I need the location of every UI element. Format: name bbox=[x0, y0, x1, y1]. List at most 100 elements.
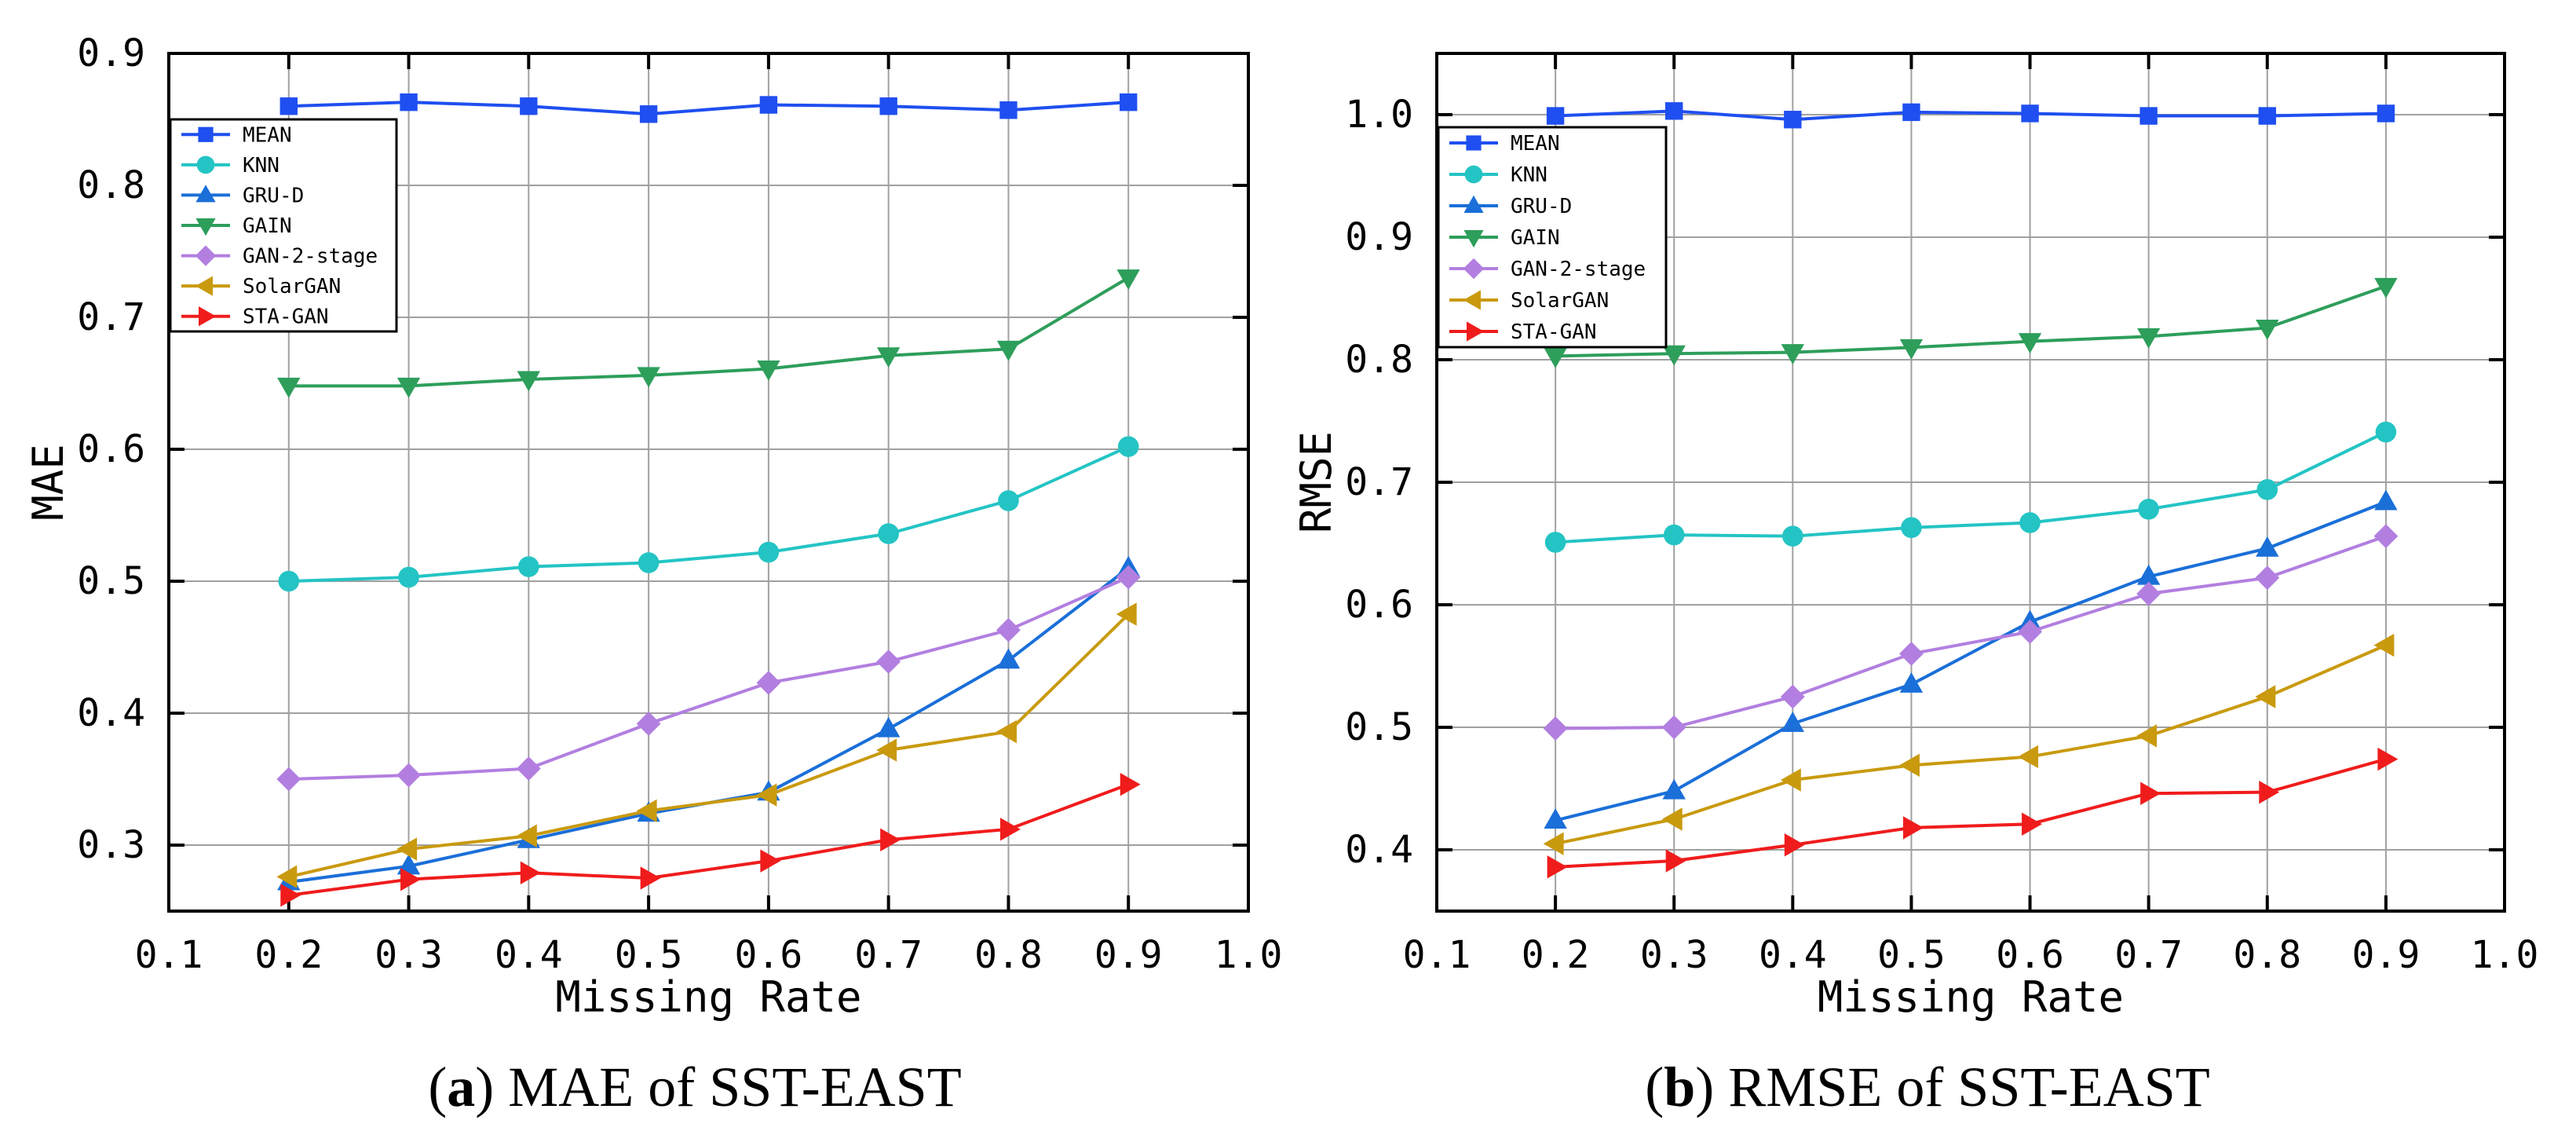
series-line bbox=[288, 101, 1129, 116]
y-tick-label: 0.6 bbox=[77, 427, 145, 471]
y-tick-label: 0.4 bbox=[77, 691, 145, 735]
x-tick-label: 0.2 bbox=[254, 933, 323, 977]
series-knn bbox=[278, 436, 1139, 592]
y-axis-title: RMSE bbox=[1292, 431, 1341, 533]
data-point bbox=[1661, 715, 1686, 740]
y-tick-label: 0.6 bbox=[1345, 583, 1413, 627]
data-point bbox=[999, 101, 1018, 119]
data-point bbox=[516, 756, 541, 781]
data-point bbox=[520, 861, 541, 884]
data-point bbox=[1662, 778, 1686, 800]
data-point bbox=[640, 866, 661, 890]
x-tick-label: 1.0 bbox=[2471, 933, 2539, 977]
data-point bbox=[2136, 581, 2161, 606]
x-tick-label: 0.3 bbox=[375, 933, 443, 977]
data-point bbox=[1116, 602, 1137, 626]
data-point bbox=[2018, 745, 2039, 769]
x-tick-label: 0.7 bbox=[2114, 933, 2183, 977]
data-point bbox=[637, 367, 660, 388]
data-point bbox=[2018, 333, 2042, 353]
data-point bbox=[876, 716, 901, 738]
legend-marker bbox=[1463, 258, 1485, 280]
data-point bbox=[1781, 711, 1805, 732]
y-tick-label: 0.5 bbox=[77, 559, 145, 603]
data-point bbox=[878, 523, 899, 544]
data-point bbox=[2373, 524, 2399, 549]
y-tick-label: 0.5 bbox=[1345, 705, 1413, 749]
data-point bbox=[760, 849, 781, 873]
data-point bbox=[1543, 832, 1564, 855]
x-tick-label: 0.9 bbox=[2352, 933, 2421, 977]
data-point bbox=[277, 377, 301, 398]
legend-label: SolarGAN bbox=[243, 275, 341, 298]
series-line bbox=[288, 613, 1130, 879]
y-tick-label: 1.0 bbox=[1345, 93, 1413, 137]
legend-label: STA-GAN bbox=[243, 306, 329, 329]
data-point bbox=[2258, 107, 2276, 125]
x-tick-label: 1.0 bbox=[1215, 933, 1283, 977]
legend-label: GAN-2-stage bbox=[1511, 258, 1646, 281]
x-tick-label: 0.4 bbox=[495, 933, 563, 977]
series-line bbox=[1555, 643, 2387, 846]
data-point bbox=[996, 617, 1021, 642]
plot-frame bbox=[167, 52, 1250, 913]
series-gru-d bbox=[277, 555, 1140, 891]
data-point bbox=[1547, 855, 1568, 879]
data-point bbox=[1902, 816, 1924, 840]
data-point bbox=[398, 566, 419, 588]
legend-marker bbox=[1464, 165, 1483, 184]
data-point bbox=[1120, 93, 1138, 112]
x-tick-label: 0.6 bbox=[1996, 933, 2064, 977]
series-line bbox=[288, 576, 1130, 781]
legend-label: KNN bbox=[243, 154, 280, 178]
x-tick-label: 0.8 bbox=[2233, 933, 2301, 977]
data-point bbox=[757, 361, 780, 381]
legend-marker bbox=[199, 306, 217, 327]
data-point bbox=[2256, 479, 2278, 500]
series-line bbox=[1555, 109, 2386, 122]
series-line bbox=[1555, 430, 2387, 544]
legend: MEAN KNN GRU-D GAIN GAN-2-stage SolarGAN STA-G… bbox=[1437, 126, 1668, 349]
data-point bbox=[276, 865, 298, 889]
data-point bbox=[1784, 833, 1805, 857]
legend-marker bbox=[1463, 230, 1484, 248]
data-point bbox=[396, 377, 421, 398]
data-point bbox=[996, 340, 1021, 361]
data-point bbox=[1544, 808, 1567, 829]
x-tick-label: 0.1 bbox=[135, 933, 203, 977]
series-mean bbox=[280, 93, 1138, 123]
y-tick-label: 0.9 bbox=[1345, 215, 1413, 259]
data-point bbox=[996, 719, 1017, 744]
data-point bbox=[1780, 684, 1805, 709]
data-point bbox=[996, 648, 1021, 669]
caption-a-letter: a bbox=[447, 1056, 475, 1118]
legend-label: KNN bbox=[1511, 163, 1547, 187]
data-point bbox=[2374, 277, 2398, 298]
y-tick-label: 0.9 bbox=[77, 31, 145, 75]
series-line bbox=[288, 276, 1130, 388]
data-point bbox=[1662, 345, 1686, 366]
data-point bbox=[1117, 436, 1139, 457]
data-point bbox=[1899, 339, 1924, 360]
x-tick-label: 0.6 bbox=[735, 933, 803, 977]
data-point bbox=[1781, 344, 1805, 365]
data-point bbox=[2140, 781, 2161, 805]
legend-label: STA-GAN bbox=[1511, 320, 1597, 344]
data-point bbox=[2377, 747, 2399, 771]
data-point bbox=[639, 105, 658, 123]
caption-b-letter: b bbox=[1664, 1056, 1695, 1118]
y-tick-label: 0.8 bbox=[77, 163, 145, 207]
legend-label: GAIN bbox=[1511, 226, 1560, 250]
data-point bbox=[2022, 812, 2042, 836]
data-point bbox=[2019, 512, 2041, 533]
legend-label: GAIN bbox=[243, 214, 292, 238]
data-point bbox=[879, 97, 897, 115]
data-point bbox=[1116, 269, 1140, 290]
data-point bbox=[517, 371, 541, 392]
data-point bbox=[396, 763, 421, 788]
data-point bbox=[2139, 107, 2158, 125]
series-knn bbox=[1544, 421, 2397, 553]
data-point bbox=[756, 670, 781, 695]
data-point bbox=[1665, 102, 1683, 120]
